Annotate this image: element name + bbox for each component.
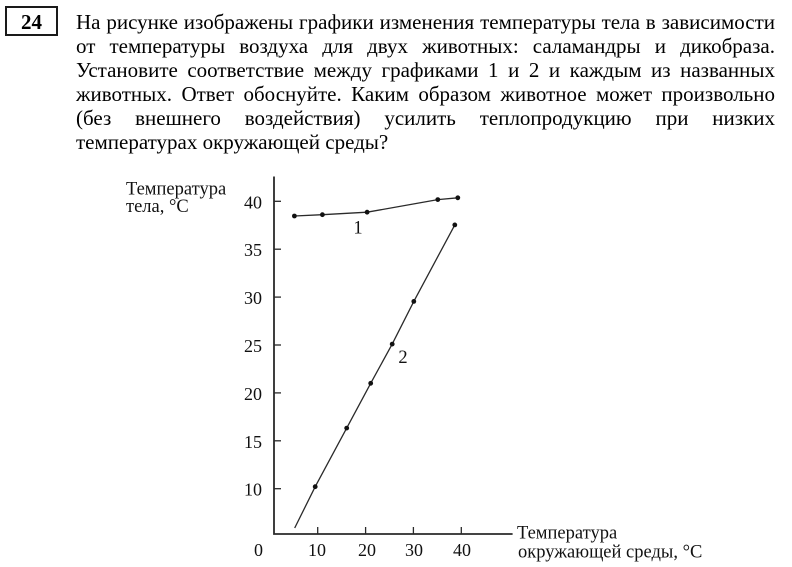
svg-text:Температура: Температура bbox=[126, 180, 226, 200]
svg-text:25: 25 bbox=[244, 336, 262, 356]
svg-text:окружающей среды, °С: окружающей среды, °С bbox=[518, 542, 702, 562]
svg-text:20: 20 bbox=[244, 384, 262, 404]
svg-text:тела, °С: тела, °С bbox=[126, 197, 189, 217]
svg-text:Температура: Температура bbox=[517, 523, 617, 543]
svg-text:0: 0 bbox=[254, 540, 263, 560]
svg-text:35: 35 bbox=[244, 240, 262, 260]
svg-text:10: 10 bbox=[308, 540, 326, 560]
svg-text:2: 2 bbox=[398, 348, 407, 368]
svg-text:40: 40 bbox=[453, 540, 471, 560]
svg-text:30: 30 bbox=[244, 288, 262, 308]
svg-text:10: 10 bbox=[244, 480, 262, 500]
svg-text:30: 30 bbox=[405, 540, 423, 560]
svg-text:15: 15 bbox=[244, 432, 262, 452]
svg-text:20: 20 bbox=[358, 540, 376, 560]
svg-text:40: 40 bbox=[244, 192, 262, 212]
svg-text:1: 1 bbox=[353, 219, 362, 239]
